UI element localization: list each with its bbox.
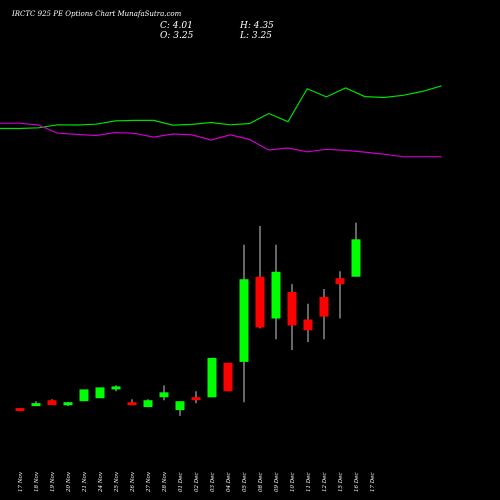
x-axis-ticks: 17 Nov 18 Nov 19 Nov 20 Nov 21 Nov 24 Nov 25 N… [18, 471, 376, 493]
x-tick-label: 04 Dec [226, 473, 232, 493]
candle [335, 271, 345, 319]
open-value: O: 3.25 [160, 31, 194, 41]
low-value: L: 3.25 [239, 31, 272, 41]
candle-body [255, 276, 265, 328]
candle [207, 357, 217, 398]
candle-body [175, 401, 185, 411]
x-tick-label: 01 Dec [178, 473, 184, 493]
x-tick-label: 28 Nov [162, 471, 168, 493]
candle-body [271, 271, 281, 319]
x-tick-label: 26 Nov [130, 471, 136, 493]
candlesticks [15, 222, 361, 416]
candle-body [47, 400, 57, 406]
candle [111, 385, 121, 392]
candle-body [95, 387, 105, 399]
candle-body [351, 239, 361, 277]
x-tick-label: 20 Nov [66, 471, 72, 493]
candle [287, 284, 297, 350]
x-tick-label: 17 Nov [18, 471, 24, 492]
candle [95, 387, 105, 399]
candle-body [127, 402, 137, 406]
candle-body [191, 397, 201, 401]
green-overlay-line [0, 85, 442, 130]
x-tick-label: 19 Nov [50, 471, 56, 492]
x-tick-label: 24 Nov [98, 471, 104, 493]
magenta-overlay-line [0, 122, 442, 158]
candle [15, 408, 25, 412]
candle-body [223, 362, 233, 392]
x-tick-label: 05 Dec [242, 473, 248, 493]
high-value: H: 4.35 [239, 21, 274, 31]
candle-body [335, 278, 345, 285]
overlay-lines [0, 85, 442, 158]
chart-title: IRCTC 925 PE Options Chart MunafaSutra.c… [11, 10, 182, 18]
candle [239, 244, 249, 403]
x-tick-label: 02 Dec [194, 473, 200, 493]
candle [191, 391, 201, 404]
candle [31, 401, 41, 407]
x-tick-label: 12 Dec [322, 473, 328, 493]
candle [79, 389, 89, 402]
candle-body [79, 389, 89, 402]
candle-body [319, 296, 329, 317]
x-tick-label: 27 Nov [146, 471, 152, 493]
candle-body [159, 392, 169, 398]
x-tick-label: 25 Nov [114, 471, 120, 493]
candle-body [31, 403, 41, 407]
candle [47, 399, 57, 406]
x-tick-label: 16 Dec [354, 473, 360, 493]
x-tick-label: 03 Dec [210, 473, 216, 493]
candle [319, 289, 329, 340]
x-tick-label: 08 Dec [258, 473, 264, 493]
candle-body [287, 292, 297, 326]
candle [159, 385, 169, 401]
x-tick-label: 15 Dec [338, 473, 344, 493]
candle [255, 226, 265, 329]
candle [271, 244, 281, 340]
close-value: C: 4.01 [160, 21, 193, 31]
candle [351, 222, 361, 277]
candle [127, 399, 137, 406]
candle-body [15, 408, 25, 412]
candle-body [63, 402, 73, 406]
candle-body [111, 386, 121, 390]
x-tick-label: 17 Dec [370, 473, 376, 493]
candle [303, 303, 313, 343]
candle [143, 399, 153, 408]
x-tick-label: 10 Dec [290, 473, 296, 493]
candle [175, 401, 185, 416]
x-tick-label: 21 Nov [82, 471, 88, 493]
candle [63, 402, 73, 407]
candle-body [143, 400, 153, 408]
candle-body [207, 357, 217, 398]
x-tick-label: 11 Dec [306, 473, 312, 493]
candle-body [239, 279, 249, 362]
x-tick-label: 18 Nov [34, 471, 40, 492]
candle [223, 362, 233, 392]
x-tick-label: 09 Dec [274, 473, 280, 493]
candle-body [303, 319, 313, 331]
